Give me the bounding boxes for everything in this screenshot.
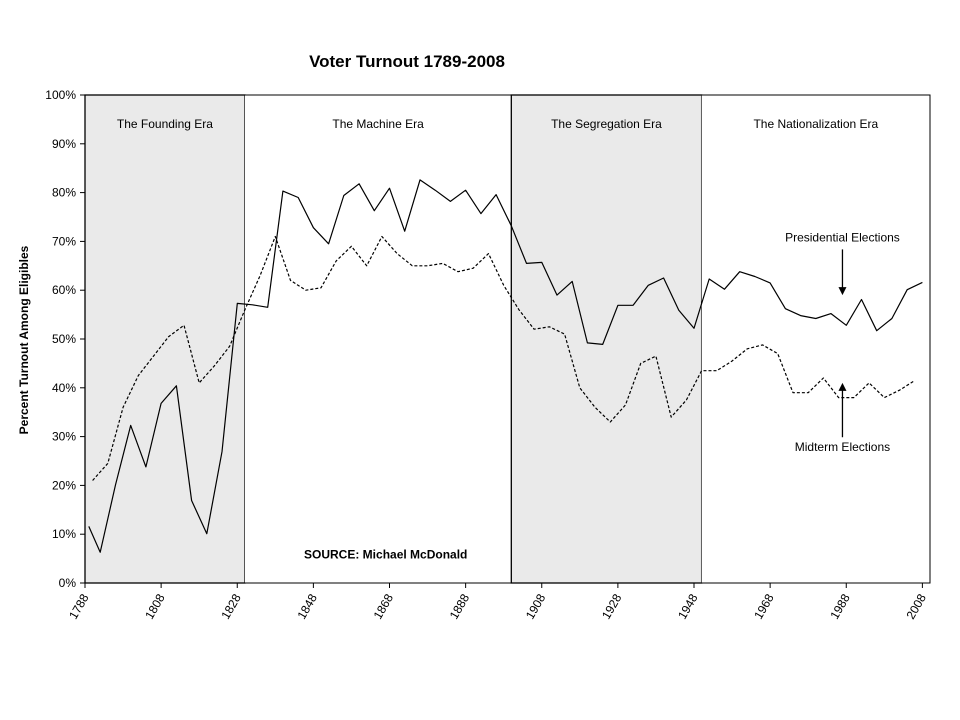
source-note: SOURCE: Michael McDonald: [304, 548, 467, 562]
presidential-line: [88, 179, 923, 553]
y-tick-label: 40%: [52, 381, 76, 395]
y-tick-label: 60%: [52, 283, 76, 297]
annotations: Presidential Elections Midterm Elections S…: [304, 230, 900, 561]
era-bands: The Founding Era The Machine Era The Segre…: [84, 94, 930, 584]
era-band: [84, 94, 246, 584]
era-label: The Machine Era: [332, 117, 424, 131]
y-axis: 0% 10% 20% 30% 40% 50% 60% 70% 80% 90% 100%: [45, 88, 85, 590]
series-annotation: Midterm Elections: [795, 440, 890, 454]
midterm-line: [92, 235, 916, 481]
y-tick-label: 20%: [52, 478, 76, 492]
series-annotation: Presidential Elections: [785, 230, 900, 244]
y-tick-label: 100%: [45, 88, 76, 102]
series-lines: [88, 179, 923, 553]
y-tick-label: 80%: [52, 186, 76, 200]
y-tick-label: 30%: [52, 430, 76, 444]
era-band: [510, 94, 703, 584]
era-label: The Segregation Era: [551, 117, 662, 131]
annotation-arrow-head: [838, 287, 847, 296]
era-band: [244, 95, 512, 583]
era-label: The Founding Era: [117, 117, 213, 131]
y-tick-label: 10%: [52, 527, 76, 541]
y-tick-label: 70%: [52, 234, 76, 248]
y-tick-label: 50%: [52, 332, 76, 346]
annotation-arrow-head: [838, 382, 847, 391]
era-band: [701, 95, 930, 583]
era-label: The Nationalization Era: [753, 117, 878, 131]
y-axis-label: Percent Turnout Among Eligibles: [17, 245, 31, 434]
y-tick-label: 0%: [59, 576, 77, 590]
chart-title: Voter Turnout 1789-2008: [309, 52, 505, 71]
y-tick-label: 90%: [52, 137, 76, 151]
